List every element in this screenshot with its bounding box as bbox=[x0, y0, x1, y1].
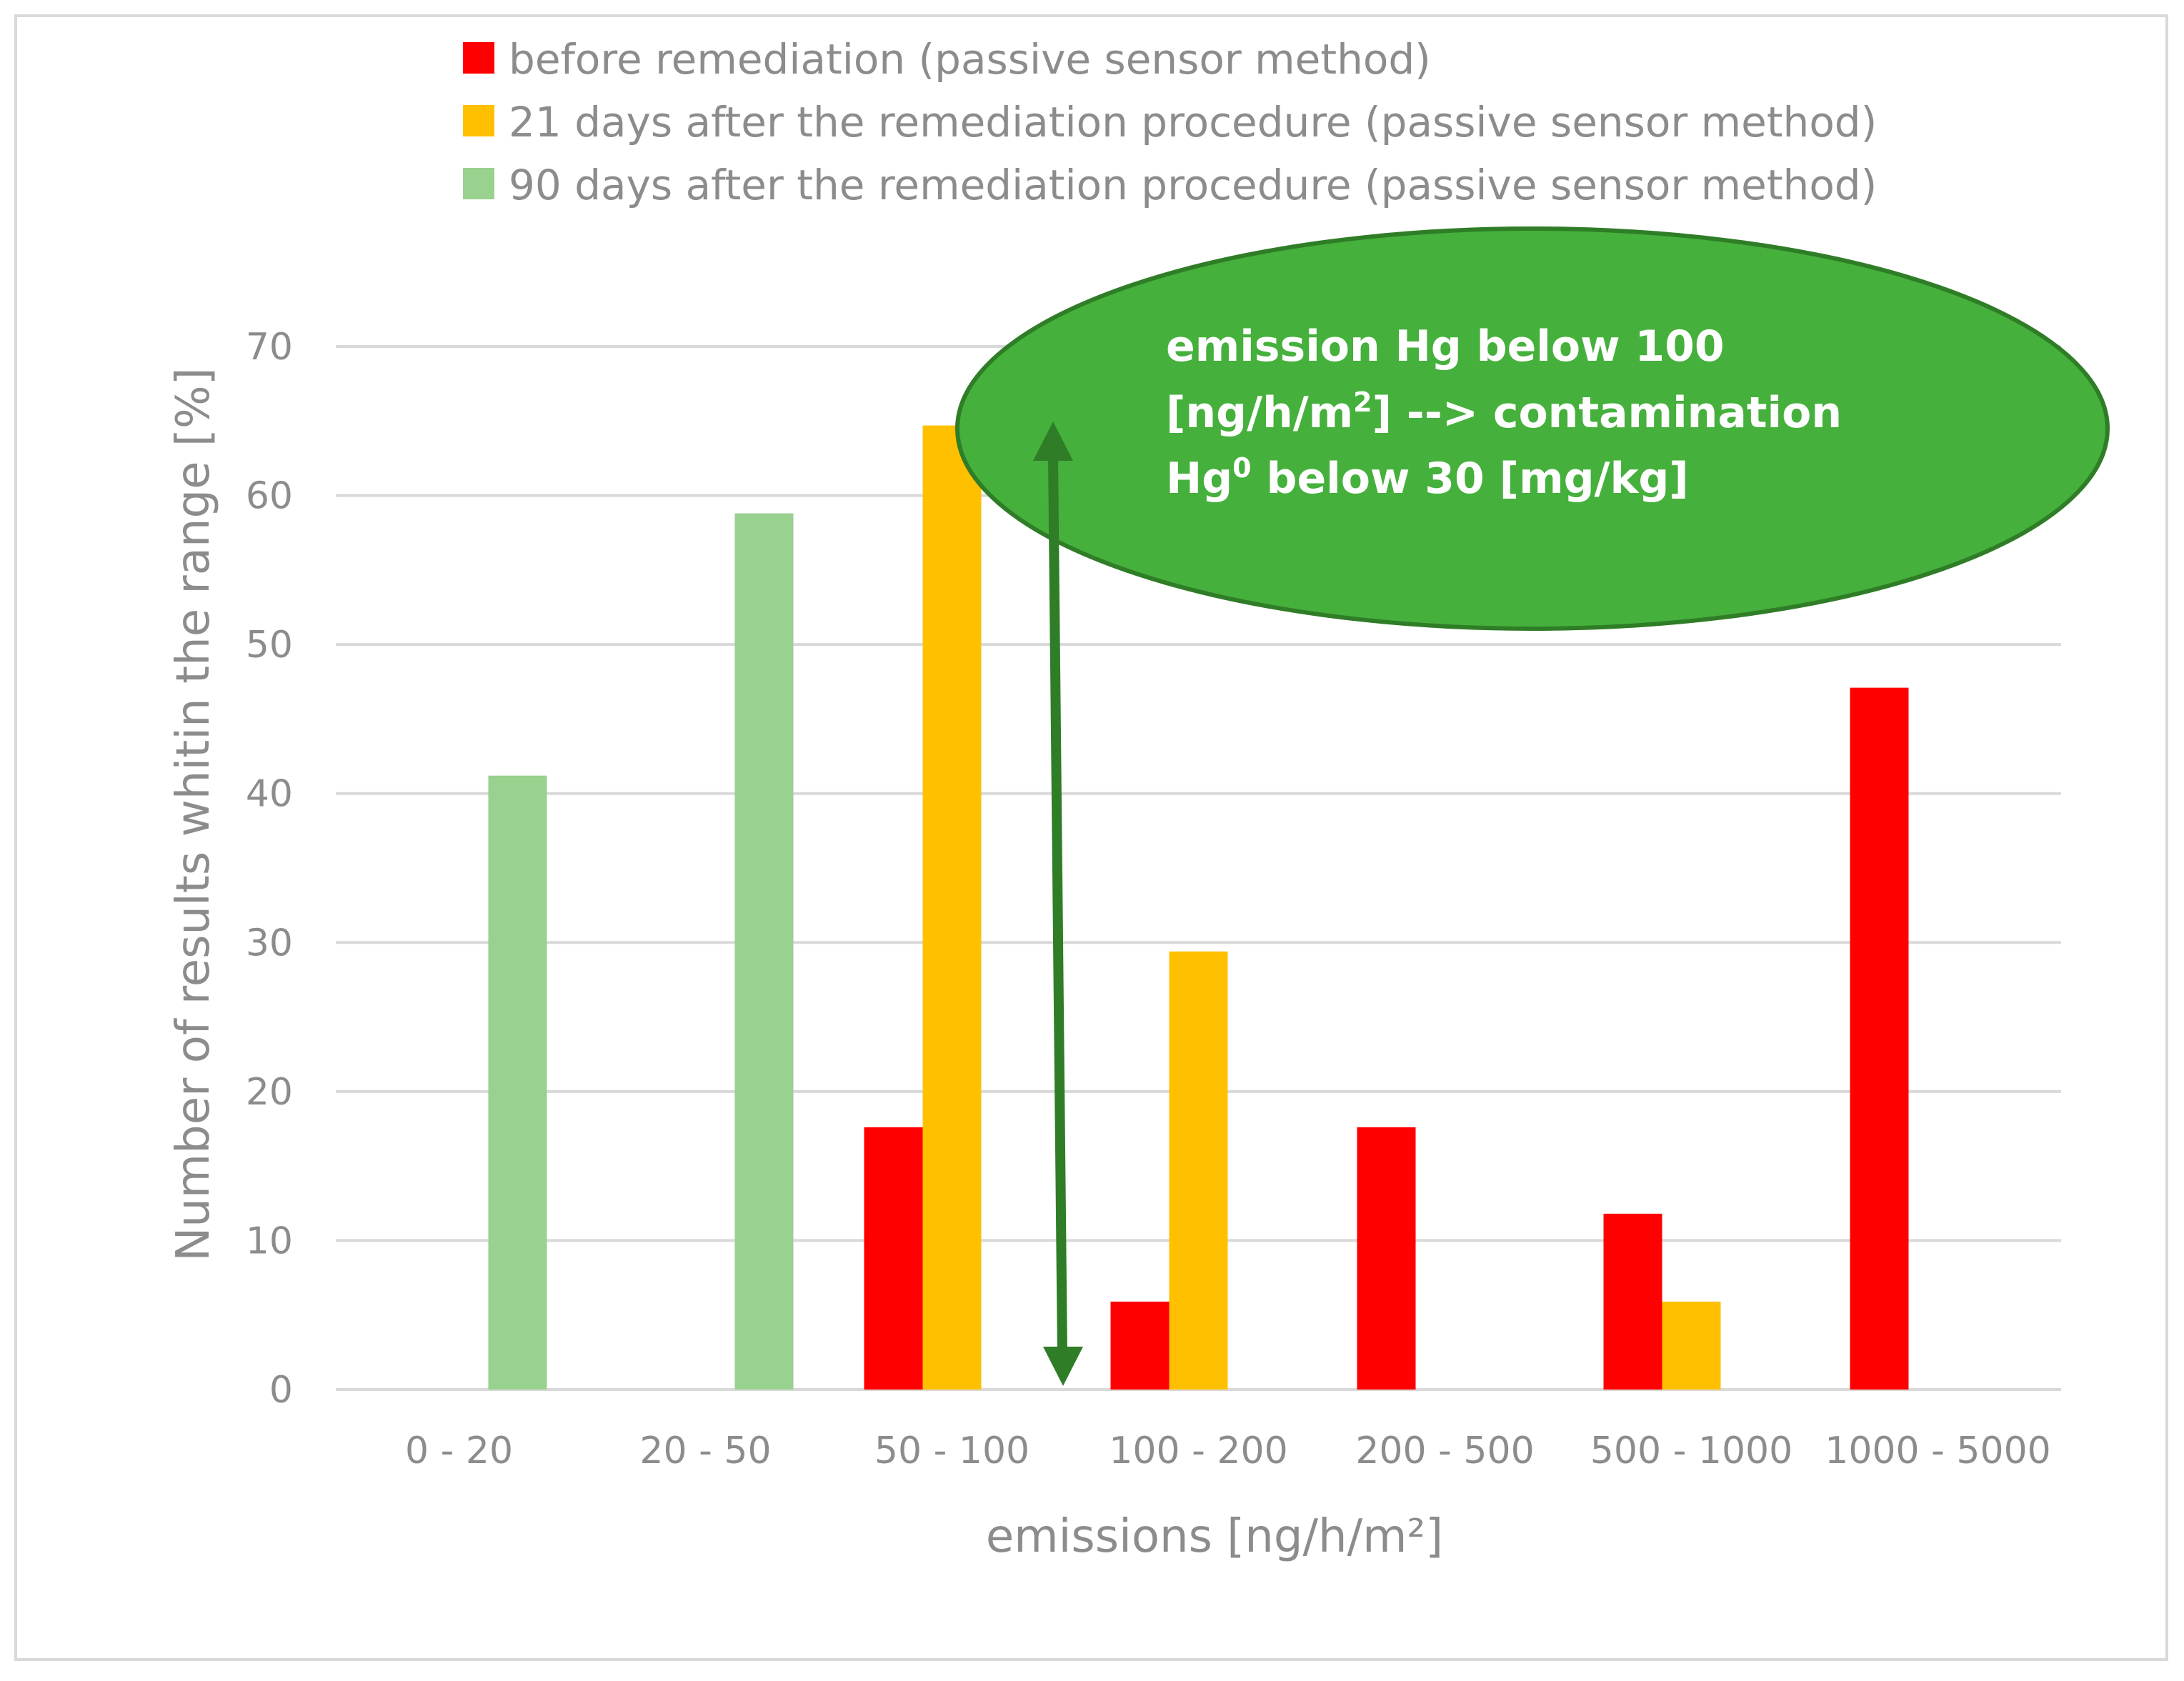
legend-label-2: 21 days after the remediation procedure … bbox=[509, 98, 1877, 146]
y-tick-label: 40 bbox=[246, 773, 293, 816]
x-tick-label: 100 - 200 bbox=[1109, 1430, 1287, 1472]
annotation-line-1: emission Hg below 100 bbox=[1166, 321, 1725, 371]
annotation-line-2-sup: 2 bbox=[1353, 386, 1372, 418]
annotation-line-3-sup: 0 bbox=[1232, 452, 1251, 484]
bar-1-3 bbox=[864, 1127, 923, 1390]
legend-swatch-1 bbox=[463, 42, 494, 74]
x-tick-label: 20 - 50 bbox=[639, 1430, 771, 1472]
annotation-line-3-end: below 30 [mg/kg] bbox=[1252, 454, 1689, 504]
y-axis-title: Number of results whitin the range [%] bbox=[167, 367, 220, 1261]
chart-frame bbox=[14, 14, 2168, 1661]
annotation-callout: emission Hg below 100 [ng/h/m2] --> cont… bbox=[955, 226, 2110, 1386]
y-tick-label: 20 bbox=[246, 1071, 293, 1114]
annotation-ellipse bbox=[955, 226, 2110, 631]
bar-1-6 bbox=[1603, 1213, 1662, 1390]
y-tick-labels: 0 10 20 30 40 50 60 70 bbox=[246, 326, 293, 1412]
x-tick-label: 50 - 100 bbox=[874, 1430, 1029, 1472]
legend-label-1: before remediation (passive sensor metho… bbox=[509, 35, 1431, 84]
bar-1-4 bbox=[1110, 1301, 1170, 1390]
bar-2-6 bbox=[1662, 1301, 1721, 1390]
annotation-arrow-shaft bbox=[1048, 457, 1067, 1355]
x-tick-label: 200 - 500 bbox=[1355, 1430, 1534, 1472]
bars bbox=[488, 425, 1909, 1390]
annotation-line-2: [ng/h/m2] --> contamination bbox=[1166, 386, 1842, 438]
x-tick-labels: 0 - 20 20 - 50 50 - 100 100 - 200 200 - 500 5… bbox=[405, 1430, 2051, 1472]
annotation-line-2-end: ] --> contamination bbox=[1372, 388, 1842, 438]
y-tick-label: 0 bbox=[269, 1369, 293, 1412]
bar-2-4 bbox=[1169, 951, 1228, 1390]
y-tick-label: 60 bbox=[246, 475, 293, 518]
legend-swatch-3 bbox=[463, 168, 494, 199]
x-tick-label: 1000 - 5000 bbox=[1825, 1430, 2051, 1472]
x-tick-label: 0 - 20 bbox=[405, 1430, 513, 1472]
annotation-line-2-start: [ng/h/m bbox=[1166, 388, 1353, 438]
bar-2-3 bbox=[922, 425, 982, 1390]
bar-1-5 bbox=[1357, 1127, 1416, 1390]
x-axis-title: emissions [ng/h/m²] bbox=[986, 1510, 1443, 1563]
bar-3-2 bbox=[734, 513, 794, 1390]
annotation-line-3: Hg0 below 30 [mg/kg] bbox=[1166, 452, 1689, 504]
x-tick-label: 500 - 1000 bbox=[1590, 1430, 1792, 1472]
y-tick-label: 30 bbox=[246, 922, 293, 964]
legend-swatch-2 bbox=[463, 105, 494, 136]
annotation-line-3-start: Hg bbox=[1166, 454, 1232, 504]
legend: before remediation (passive sensor metho… bbox=[463, 35, 1877, 209]
bar-3-1 bbox=[488, 775, 547, 1390]
y-tick-label: 10 bbox=[246, 1219, 293, 1262]
annotation-arrow-head-up bbox=[1033, 422, 1073, 461]
bar-1-7 bbox=[1850, 687, 1909, 1390]
y-tick-label: 70 bbox=[246, 326, 293, 369]
annotation-arrow-head-down bbox=[1043, 1347, 1083, 1386]
y-tick-label: 50 bbox=[246, 624, 293, 667]
legend-label-3: 90 days after the remediation procedure … bbox=[509, 161, 1877, 209]
